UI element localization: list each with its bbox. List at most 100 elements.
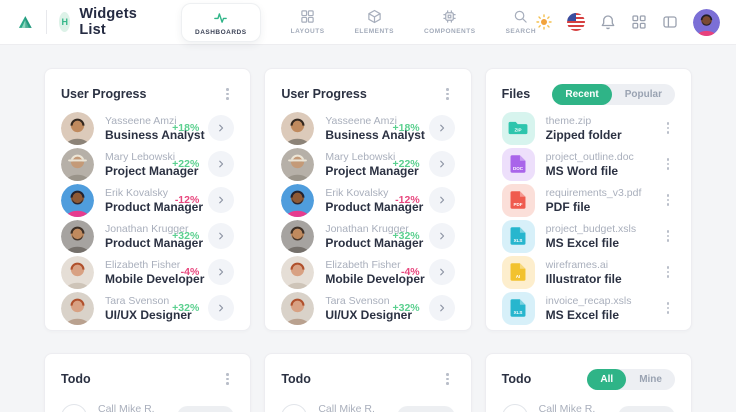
user-progress-row: Yasseene Amzi Business Analyst +18% [61, 110, 235, 146]
user-avatar [281, 147, 315, 181]
filter-mine-button[interactable]: Mine [639, 373, 662, 385]
todo-task: Call Mike R. [98, 403, 155, 412]
user-progress-row: Tara Svenson UI/UX Designer +32% [61, 290, 235, 326]
file-menu-kebab-icon[interactable] [661, 264, 675, 280]
us-flag-icon[interactable] [567, 13, 586, 31]
card-title: Todo [281, 372, 311, 386]
user-role: Mobile Developer [105, 271, 205, 286]
nav-tab-components[interactable]: COMPONENTS [424, 9, 476, 35]
sidebar-toggle-icon[interactable] [662, 14, 678, 30]
chevron-right-icon [439, 232, 444, 240]
file-name: theme.zip [545, 114, 592, 127]
user-trend-percent: +22% [172, 158, 200, 170]
svg-text:DOC: DOC [513, 166, 524, 171]
layout-grid-icon [301, 10, 314, 23]
sun-icon[interactable] [536, 14, 552, 30]
chevron-right-icon [219, 304, 224, 312]
user-avatar [61, 219, 94, 253]
filter-popular-button[interactable]: Popular [624, 88, 662, 100]
user-trend-percent: -12% [395, 194, 420, 206]
user-details-button[interactable] [208, 223, 235, 249]
user-role: UI/UX Designer [105, 307, 192, 322]
user-details-button[interactable] [428, 187, 455, 213]
file-menu-kebab-icon[interactable] [661, 192, 675, 208]
user-details-button[interactable] [428, 151, 455, 177]
file-menu-kebab-icon[interactable] [661, 156, 675, 172]
user-progress-list: Yasseene Amzi Business Analyst +18% Mary… [61, 110, 235, 326]
file-name: wireframes.ai [545, 258, 609, 271]
card-title: Files [501, 87, 531, 101]
svg-text:XLS: XLS [514, 310, 523, 315]
file-menu-kebab-icon[interactable] [661, 120, 675, 136]
card-menu-kebab-icon[interactable] [441, 86, 455, 102]
file-row: XLS invoice_recap.xsls MS Excel file [501, 290, 675, 326]
file-menu-kebab-icon[interactable] [661, 228, 675, 244]
todo-item: Call Mike R. at 8:30am Pending [281, 403, 455, 412]
user-avatar [61, 255, 94, 289]
file-type-icon: DOC [501, 147, 535, 181]
nav-tab-layouts[interactable]: LAYOUTS [291, 9, 325, 35]
nav-tab-search[interactable]: SEARCH [506, 9, 536, 35]
header-divider [45, 10, 47, 34]
card-title: User Progress [61, 87, 147, 101]
user-progress-row: Jonathan Krugger Product Manager +32% [281, 218, 455, 254]
filter-all-button[interactable]: All [587, 368, 627, 390]
file-name: invoice_recap.xsls [545, 294, 632, 307]
nav-tab-dashboards[interactable]: DASHBOARDS [181, 2, 261, 42]
card-menu-kebab-icon[interactable] [441, 371, 455, 387]
user-trend-percent: +32% [392, 230, 420, 242]
todo-checkbox[interactable] [281, 403, 308, 412]
todo-checkbox[interactable] [501, 403, 528, 412]
user-role: Project Manager [105, 163, 199, 178]
user-name: Elizabeth Fisher [325, 258, 401, 271]
todo-checkbox[interactable] [61, 403, 87, 412]
user-details-button[interactable] [428, 223, 455, 249]
user-details-button[interactable] [208, 295, 235, 321]
user-details-button[interactable] [428, 115, 455, 141]
user-role: Product Manager [325, 235, 424, 250]
dashboard-grid: User Progress Yasseene Amzi Business Ana… [0, 45, 736, 412]
user-details-button[interactable] [208, 115, 235, 141]
user-avatar [281, 255, 315, 289]
user-details-button[interactable] [208, 259, 235, 285]
file-row: PDF requirements_v3.pdf PDF file [501, 182, 675, 218]
filter-recent-button[interactable]: Recent [552, 83, 612, 105]
file-name: project_budget.xsls [545, 222, 637, 235]
user-details-button[interactable] [208, 151, 235, 177]
user-progress-row: Erik Kovalsky Product Manager -12% [281, 182, 455, 218]
app-logo-icon[interactable] [18, 10, 33, 34]
user-trend-percent: -4% [180, 266, 200, 278]
user-details-button[interactable] [428, 295, 455, 321]
chevron-right-icon [439, 196, 444, 204]
user-progress-row: Yasseene Amzi Business Analyst +18% [281, 110, 455, 146]
user-progress-row: Elizabeth Fisher Mobile Developer -4% [281, 254, 455, 290]
file-type-icon: PDF [501, 183, 535, 217]
file-type-label: MS Excel file [545, 307, 620, 322]
user-trend-percent: -4% [400, 266, 420, 278]
file-menu-kebab-icon[interactable] [661, 300, 675, 316]
user-avatar [61, 111, 94, 145]
user-details-button[interactable] [428, 259, 455, 285]
user-trend-percent: +22% [392, 158, 420, 170]
file-row: ZIP theme.zip Zipped folder [501, 110, 675, 146]
todo-item: Call Mike R. at 8:30am Pending [501, 403, 675, 412]
user-trend-percent: -12% [174, 194, 200, 206]
card-menu-kebab-icon[interactable] [220, 86, 234, 102]
user-avatar [61, 291, 94, 325]
todo-card-2: Todo Call Mike R. at 8:30am Pending [264, 353, 472, 412]
page-title: Widgets List [79, 6, 137, 38]
bell-icon[interactable] [600, 14, 616, 30]
workspace-badge[interactable]: H [59, 12, 71, 32]
file-type-icon: XLS [501, 291, 535, 325]
user-progress-row: Erik Kovalsky Product Manager -12% [61, 182, 235, 218]
user-avatar[interactable] [693, 8, 721, 36]
nav-tab-elements[interactable]: ELEMENTS [355, 9, 394, 35]
user-name: Erik Kovalsky [105, 186, 169, 199]
search-icon [515, 10, 528, 23]
chevron-right-icon [219, 232, 224, 240]
card-menu-kebab-icon[interactable] [220, 371, 234, 387]
user-details-button[interactable] [208, 187, 235, 213]
apps-grid-icon[interactable] [631, 14, 647, 30]
top-header: H Widgets List DASHBOARDS LAYOUTS ELEMEN… [0, 0, 736, 45]
todo-task: Call Mike R. [538, 403, 596, 412]
